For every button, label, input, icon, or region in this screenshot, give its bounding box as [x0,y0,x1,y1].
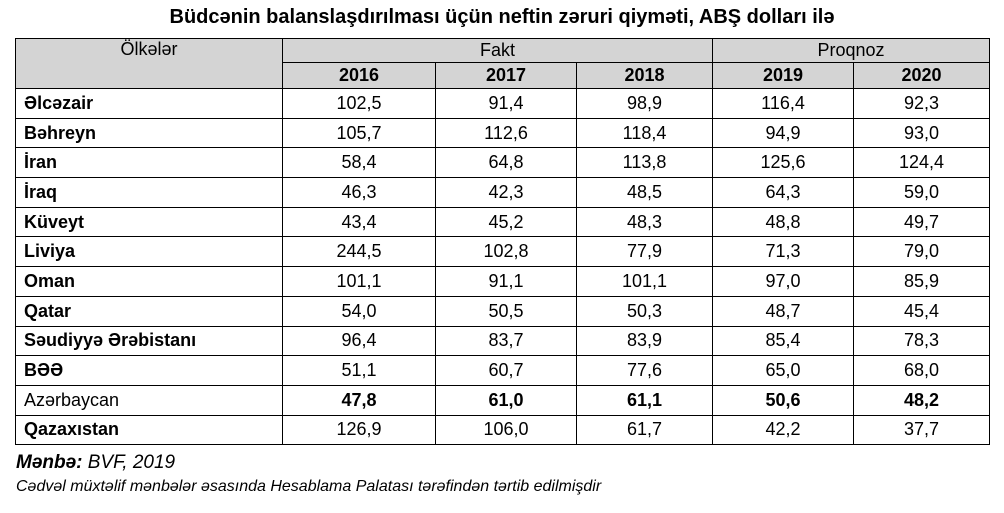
country-name: İraq [15,177,283,208]
value-cell: 45,4 [853,295,990,327]
value-cell: 48,2 [853,384,990,416]
value-cell: 124,4 [853,147,990,179]
value-cell: 48,7 [712,295,854,327]
country-name: Azərbaycan [15,384,283,416]
value-cell: 102,8 [435,236,577,268]
table-row: Qatar 54,0 50,5 50,3 48,7 45,4 [15,295,990,327]
table-row: BƏƏ 51,1 60,7 77,6 65,0 68,0 [15,355,990,386]
value-cell: 98,9 [576,88,713,119]
value-cell: 37,7 [853,414,990,446]
value-cell: 92,3 [853,88,990,119]
value-cell: 61,1 [576,384,713,416]
value-cell: 106,0 [435,414,577,446]
value-cell: 112,6 [435,117,577,149]
country-name: BƏƏ [15,355,283,386]
value-cell: 50,3 [576,295,713,327]
table-row: İran 58,4 64,8 113,8 125,6 124,4 [15,147,990,179]
value-cell: 101,1 [576,266,713,297]
header-year: 2016 [282,62,436,89]
value-cell: 48,5 [576,177,713,208]
table-row: Küveyt 43,4 45,2 48,3 48,8 49,7 [15,206,990,238]
value-cell: 50,6 [712,384,854,416]
table-row: İraq 46,3 42,3 48,5 64,3 59,0 [15,177,990,208]
header-fakt: Fakt [282,38,713,63]
table-row: Azərbaycan 47,8 61,0 61,1 50,6 48,2 [15,384,990,416]
value-cell: 113,8 [576,147,713,179]
value-cell: 58,4 [282,147,436,179]
value-cell: 54,0 [282,295,436,327]
value-cell: 42,2 [712,414,854,446]
header-countries: Ölkələr [15,38,283,89]
value-cell: 59,0 [853,177,990,208]
table-row: Bəhreyn 105,7 112,6 118,4 94,9 93,0 [15,117,990,149]
value-cell: 45,2 [435,206,577,238]
value-cell: 46,3 [282,177,436,208]
value-cell: 91,4 [435,88,577,119]
header-year: 2018 [576,62,713,89]
source: Mənbə: BVF, 2019 [16,452,175,474]
country-name: Oman [15,266,283,297]
value-cell: 93,0 [853,117,990,149]
value-cell: 64,3 [712,177,854,208]
country-name: Səudiyyə Ərəbistanı [15,325,283,357]
value-cell: 49,7 [853,206,990,238]
value-cell: 244,5 [282,236,436,268]
country-name: Bəhreyn [15,117,283,149]
value-cell: 118,4 [576,117,713,149]
header-prognoz: Proqnoz [712,38,990,63]
value-cell: 91,1 [435,266,577,297]
value-cell: 94,9 [712,117,854,149]
source-text: BVF, 2019 [82,452,176,473]
country-name: Küveyt [15,206,283,238]
header-year: 2019 [712,62,854,89]
table-note: Cədvəl müxtəlif mənbələr əsasında Hesabl… [16,478,602,495]
value-cell: 48,3 [576,206,713,238]
value-cell: 116,4 [712,88,854,119]
table-row: Oman 101,1 91,1 101,1 97,0 85,9 [15,266,990,297]
value-cell: 77,9 [576,236,713,268]
table-title: Büdcənin balanslaşdırılması üçün neftin … [169,6,835,28]
value-cell: 83,7 [435,325,577,357]
country-name: İran [15,147,283,179]
table-row: Liviya 244,5 102,8 77,9 71,3 79,0 [15,236,990,268]
country-name: Əlcəzair [15,88,283,119]
table-row: Səudiyyə Ərəbistanı 96,4 83,7 83,9 85,4 78,3 [15,325,990,357]
value-cell: 105,7 [282,117,436,149]
country-name: Qatar [15,295,283,327]
value-cell: 68,0 [853,355,990,386]
value-cell: 77,6 [576,355,713,386]
value-cell: 48,8 [712,206,854,238]
value-cell: 61,0 [435,384,577,416]
value-cell: 60,7 [435,355,577,386]
value-cell: 61,7 [576,414,713,446]
value-cell: 47,8 [282,384,436,416]
value-cell: 64,8 [435,147,577,179]
value-cell: 97,0 [712,266,854,297]
value-cell: 79,0 [853,236,990,268]
source-label: Mənbə: [16,452,83,473]
value-cell: 78,3 [853,325,990,357]
value-cell: 51,1 [282,355,436,386]
value-cell: 102,5 [282,88,436,119]
country-name: Qazaxıstan [15,414,283,446]
value-cell: 50,5 [435,295,577,327]
value-cell: 83,9 [576,325,713,357]
table-row: Əlcəzair 102,5 91,4 98,9 116,4 92,3 [15,88,990,119]
value-cell: 126,9 [282,414,436,446]
value-cell: 43,4 [282,206,436,238]
value-cell: 65,0 [712,355,854,386]
value-cell: 85,4 [712,325,854,357]
value-cell: 42,3 [435,177,577,208]
value-cell: 85,9 [853,266,990,297]
value-cell: 101,1 [282,266,436,297]
country-name: Liviya [15,236,283,268]
header-year: 2017 [435,62,577,89]
value-cell: 71,3 [712,236,854,268]
table-row: Qazaxıstan 126,9 106,0 61,7 42,2 37,7 [15,414,990,446]
value-cell: 125,6 [712,147,854,179]
value-cell: 96,4 [282,325,436,357]
oil-price-table: Ölkələr Fakt Proqnoz 2016 2017 2018 2019… [15,38,990,446]
header-year: 2020 [853,62,990,89]
